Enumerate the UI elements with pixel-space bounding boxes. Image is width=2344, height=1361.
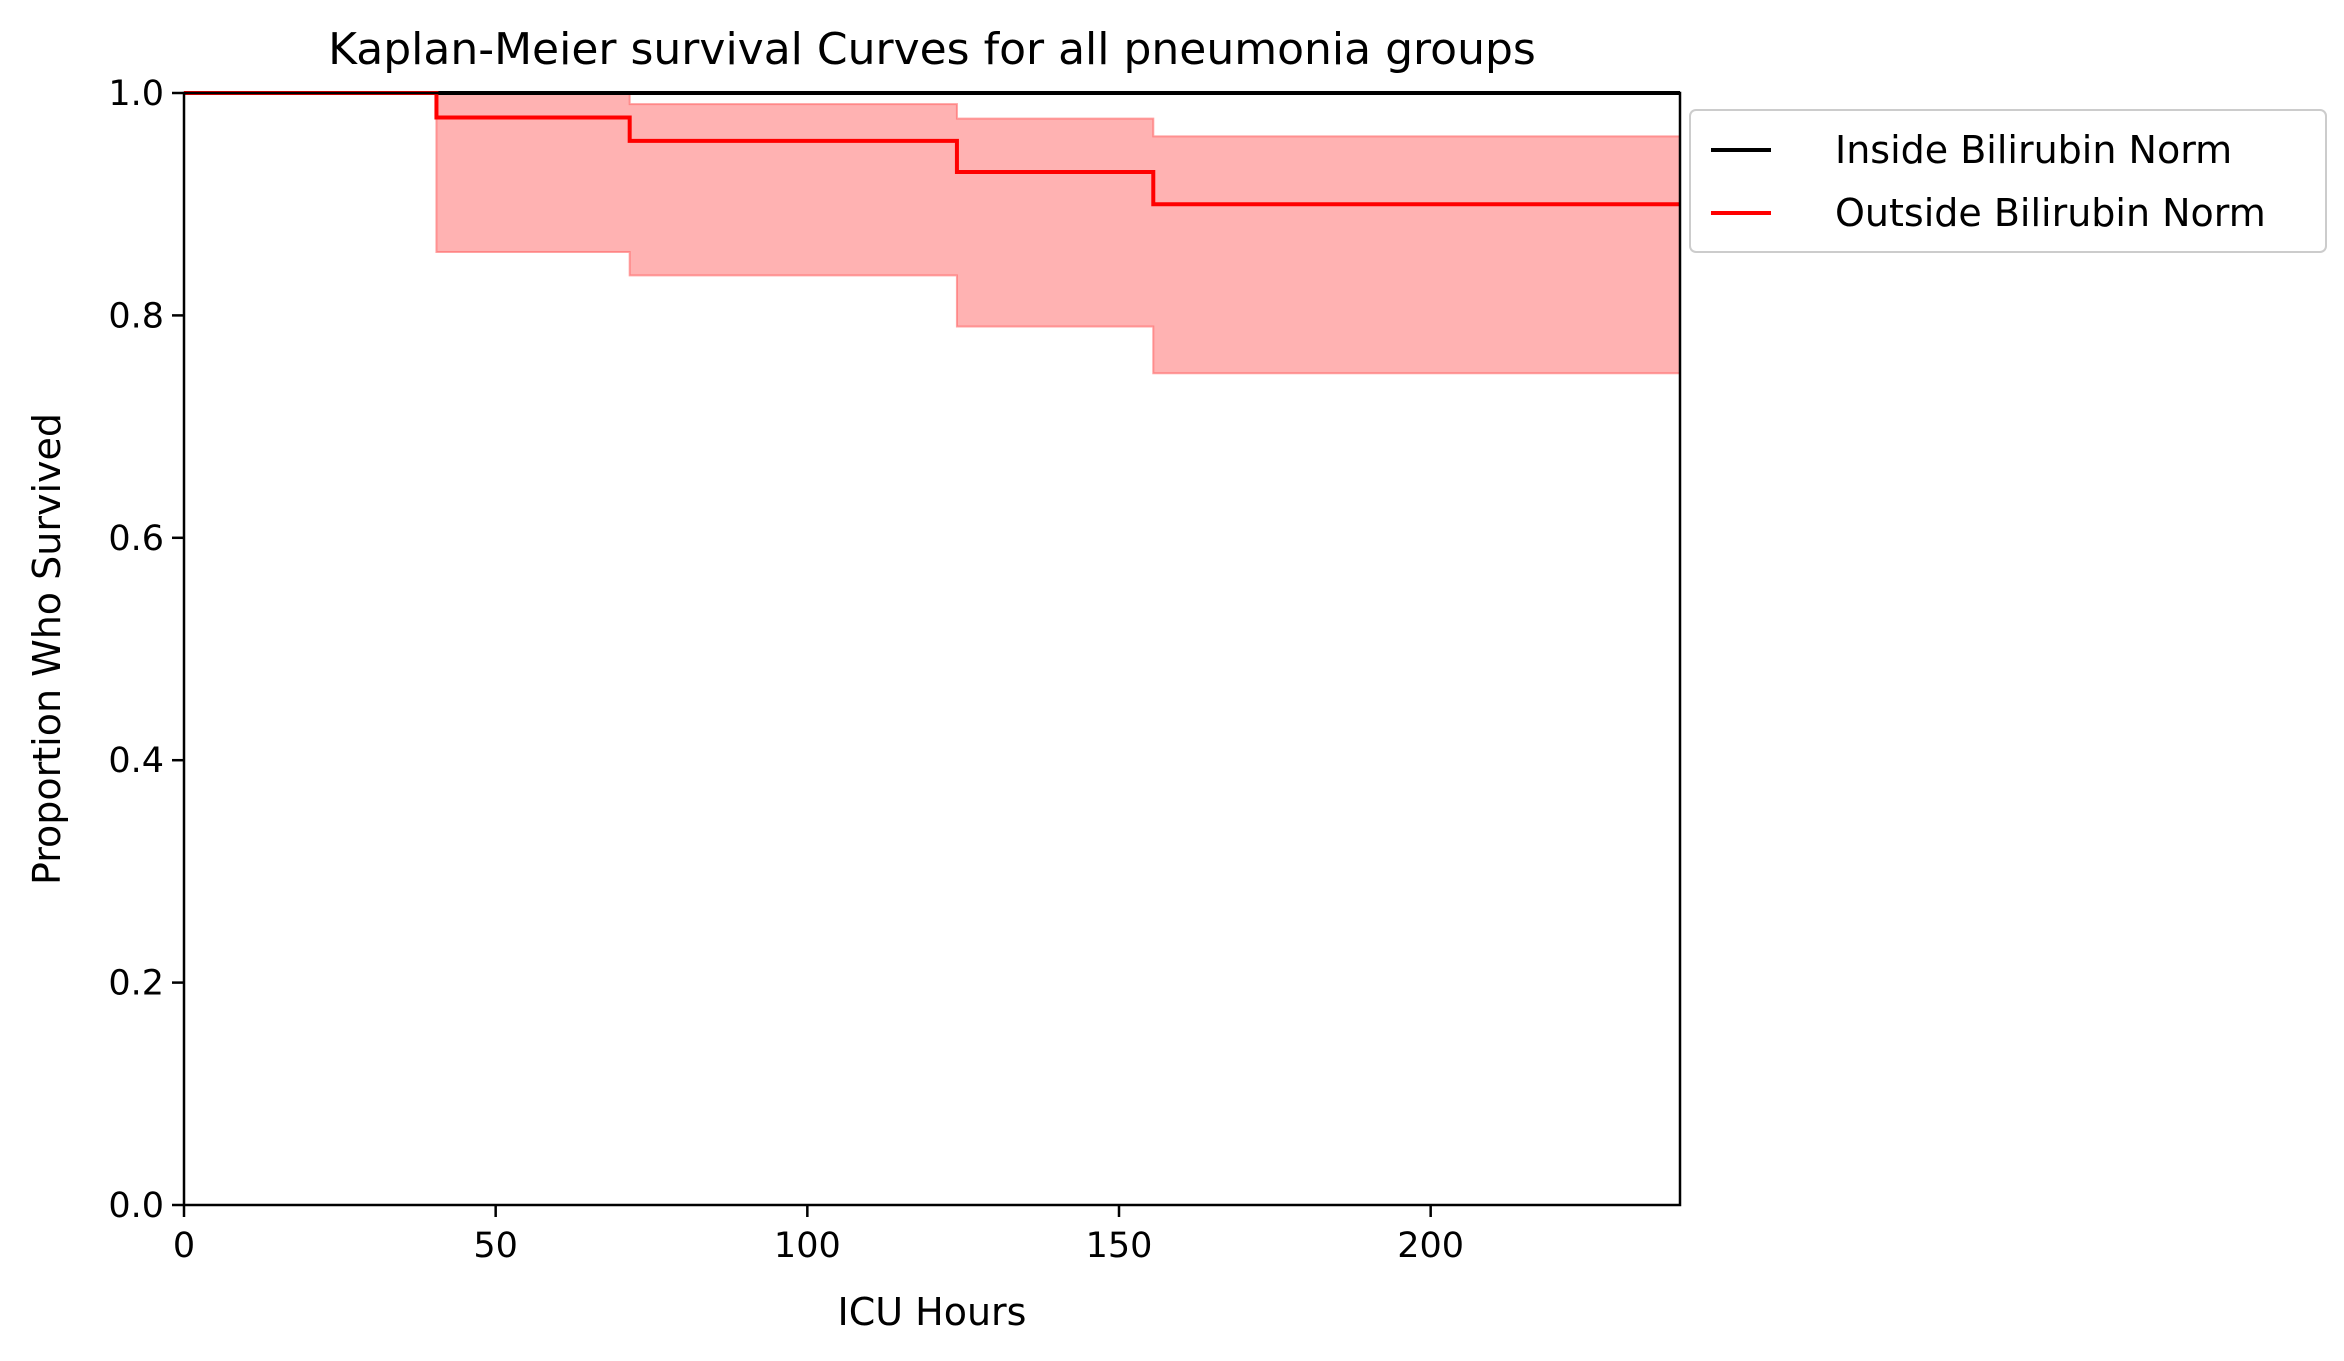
x-tick-label: 50: [473, 1226, 518, 1266]
y-tick-label: 0.4: [108, 741, 164, 781]
plot-area: [184, 91, 1681, 375]
x-axis-label: ICU Hours: [838, 1290, 1027, 1334]
legend-box: [1689, 109, 2327, 253]
plot-frame: [182, 91, 1682, 1207]
y-tick-label: 0.2: [108, 964, 164, 1004]
x-tick-label: 0: [173, 1226, 195, 1266]
x-tick-label: 150: [1086, 1226, 1153, 1266]
x-tick-label: 200: [1397, 1226, 1464, 1266]
x-tick-label: 100: [774, 1226, 841, 1266]
legend-label: Inside Bilirubin Norm: [1835, 128, 2232, 172]
confidence-band-1: [184, 92, 1681, 375]
y-axis-label: Proportion Who Survived: [25, 413, 69, 885]
y-tick-label: 1.0: [108, 74, 164, 114]
y-tick-label: 0.0: [108, 1186, 164, 1226]
legend: Inside Bilirubin Norm Outside Bilirubin N…: [1689, 109, 2327, 253]
y-axis-ticks: 0.0 0.2 0.4 0.6 0.8 1.0: [108, 74, 184, 1226]
y-tick-label: 0.6: [108, 519, 164, 559]
y-tick-label: 0.8: [108, 296, 164, 336]
survival-line-1: [184, 91, 1680, 207]
legend-label: Outside Bilirubin Norm: [1835, 191, 2266, 235]
chart-title: Kaplan-Meier survival Curves for all pne…: [328, 24, 1536, 75]
x-axis-ticks: 0 50 100 150 200: [173, 1205, 1464, 1266]
